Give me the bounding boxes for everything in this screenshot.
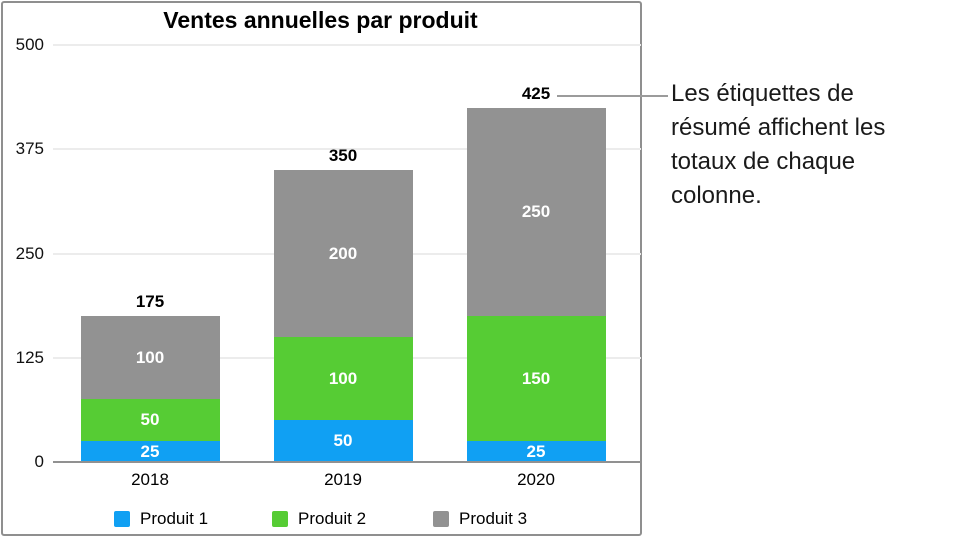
- bar-segment-produit-2: 150: [466, 316, 606, 442]
- bar-segment-produit-3: 250: [466, 107, 606, 317]
- callout-line: [557, 95, 668, 97]
- bar-segment-produit-3: 100: [80, 316, 220, 400]
- bar-segment-produit-2: 100: [273, 336, 413, 421]
- bar-segment-produit-3: 200: [273, 170, 413, 337]
- segment-value-label: 250: [521, 201, 551, 221]
- bar-segment-produit-2: 50: [80, 399, 220, 442]
- segment-value-label: 50: [333, 431, 353, 451]
- bar-segment-produit-1: 25: [466, 441, 606, 462]
- legend-label: Produit 1: [140, 509, 209, 528]
- total-label-2018: 175: [135, 292, 165, 312]
- segment-value-label: 50: [140, 410, 160, 430]
- x-axis-label-2020: 2020: [517, 470, 555, 489]
- segment-value-label: 25: [526, 441, 546, 461]
- bar-segment-produit-1: 25: [80, 441, 220, 462]
- legend-label: Produit 3: [459, 509, 528, 528]
- chart-title: Ventes annuelles par produit: [163, 7, 478, 33]
- y-axis-tick-label: 0: [34, 452, 44, 471]
- legend-swatch: [114, 511, 130, 527]
- legend-swatch: [272, 511, 288, 527]
- segment-value-label: 25: [140, 441, 160, 461]
- segment-value-label: 150: [521, 368, 551, 388]
- bar-segment-produit-1: 50: [273, 420, 413, 462]
- x-axis-line: [53, 461, 641, 463]
- y-axis-tick-label: 500: [15, 35, 44, 54]
- total-label-2019: 350: [328, 146, 358, 166]
- bar-2019: 50 100 200: [273, 170, 413, 462]
- bar-2020: 25 150 250: [466, 107, 606, 462]
- legend-item-1: Produit 1: [114, 509, 208, 529]
- legend-item-3: Produit 3: [433, 509, 527, 529]
- legend-label: Produit 2: [298, 509, 367, 528]
- x-axis-label-2018: 2018: [131, 470, 169, 489]
- x-axis-label-2019: 2019: [324, 470, 362, 489]
- total-label-2020: 425: [521, 83, 551, 103]
- legend-item-2: Produit 2: [272, 509, 366, 529]
- plot-area: 25 50 100 50 100 200 25 150 250: [53, 44, 641, 462]
- annotation-text: Les étiquettes de résumé affichent les t…: [671, 80, 886, 209]
- legend-swatch: [433, 511, 449, 527]
- y-axis-tick-label: 125: [15, 347, 44, 367]
- y-axis-tick-label: 375: [15, 139, 44, 159]
- gridline-375: [53, 148, 641, 151]
- segment-value-label: 100: [328, 368, 358, 388]
- gridline-500: [53, 44, 641, 46]
- y-axis-tick-label: 250: [15, 243, 44, 263]
- legend: Produit 1 Produit 2 Produit 3: [0, 509, 641, 533]
- segment-value-label: 200: [328, 243, 358, 263]
- bar-2018: 25 50 100: [80, 316, 220, 462]
- segment-value-label: 100: [135, 347, 165, 367]
